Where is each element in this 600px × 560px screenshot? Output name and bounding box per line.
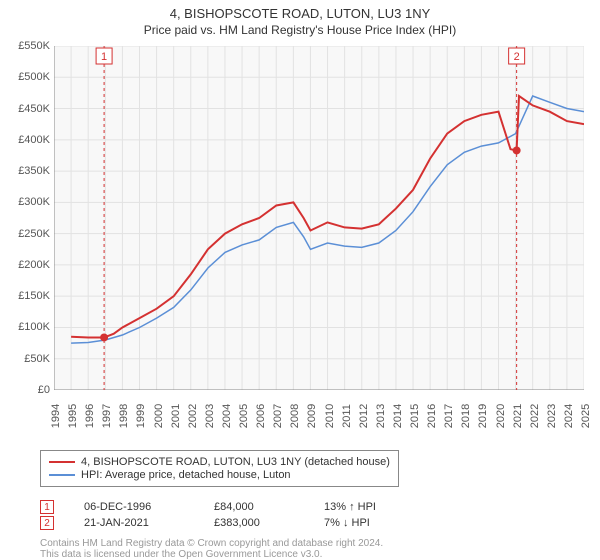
x-tick-label: 1997 <box>101 404 113 428</box>
legend-swatch <box>49 461 75 463</box>
x-axis: 1994199519961997199819992000200120022003… <box>54 392 584 452</box>
x-tick-label: 2022 <box>529 404 541 428</box>
y-tick-label: £450K <box>18 103 50 115</box>
marker-price: £383,000 <box>214 517 294 529</box>
y-tick-label: £100K <box>18 321 50 333</box>
x-tick-label: 1994 <box>50 404 62 428</box>
x-tick-label: 2023 <box>546 404 558 428</box>
x-tick-label: 1996 <box>84 404 96 428</box>
x-tick-label: 2015 <box>409 404 421 428</box>
chart-title-block: 4, BISHOPSCOTE ROAD, LUTON, LU3 1NY Pric… <box>0 0 600 39</box>
chart-subtitle: Price paid vs. HM Land Registry's House … <box>0 23 600 37</box>
chart-title: 4, BISHOPSCOTE ROAD, LUTON, LU3 1NY <box>0 6 600 21</box>
y-tick-label: £0 <box>38 384 50 396</box>
x-tick-label: 2004 <box>221 404 233 428</box>
x-tick-label: 2020 <box>495 404 507 428</box>
x-tick-label: 2017 <box>443 404 455 428</box>
y-tick-label: £550K <box>18 40 50 52</box>
y-tick-label: £400K <box>18 134 50 146</box>
x-tick-label: 2025 <box>580 404 592 428</box>
legend: 4, BISHOPSCOTE ROAD, LUTON, LU3 1NY (det… <box>40 450 399 487</box>
x-tick-label: 2010 <box>324 404 336 428</box>
marker-row: 1 06-DEC-1996 £84,000 13% ↑ HPI <box>40 500 376 514</box>
marker-delta: 7% ↓ HPI <box>324 517 370 529</box>
price-vs-hpi-chart: 4, BISHOPSCOTE ROAD, LUTON, LU3 1NY Pric… <box>0 0 600 560</box>
x-tick-label: 1995 <box>67 404 79 428</box>
x-tick-label: 2001 <box>170 404 182 428</box>
x-tick-label: 2009 <box>306 404 318 428</box>
marker-date: 21-JAN-2021 <box>84 517 184 529</box>
footer-attribution: Contains HM Land Registry data © Crown c… <box>40 538 383 560</box>
y-tick-label: £300K <box>18 196 50 208</box>
legend-label: HPI: Average price, detached house, Luto… <box>81 469 291 481</box>
x-tick-label: 2000 <box>153 404 165 428</box>
x-tick-label: 2018 <box>460 404 472 428</box>
x-tick-label: 2003 <box>204 404 216 428</box>
x-tick-label: 2008 <box>289 404 301 428</box>
legend-label: 4, BISHOPSCOTE ROAD, LUTON, LU3 1NY (det… <box>81 456 390 468</box>
y-tick-label: £500K <box>18 71 50 83</box>
x-tick-label: 2021 <box>512 404 524 428</box>
legend-swatch <box>49 474 75 476</box>
x-tick-label: 2012 <box>358 404 370 428</box>
x-tick-label: 2024 <box>563 404 575 428</box>
y-tick-label: £200K <box>18 259 50 271</box>
y-tick-label: £350K <box>18 165 50 177</box>
y-tick-label: £250K <box>18 228 50 240</box>
y-axis: £0£50K£100K£150K£200K£250K£300K£350K£400… <box>0 46 54 390</box>
x-tick-label: 2006 <box>255 404 267 428</box>
x-tick-label: 2002 <box>187 404 199 428</box>
marker-index-box: 2 <box>40 516 54 530</box>
marker-table: 1 06-DEC-1996 £84,000 13% ↑ HPI 2 21-JAN-2021… <box>40 498 376 532</box>
marker-row: 2 21-JAN-2021 £383,000 7% ↓ HPI <box>40 516 376 530</box>
svg-text:2: 2 <box>514 51 520 63</box>
chart-svg: 12 <box>54 46 584 390</box>
x-tick-label: 2016 <box>426 404 438 428</box>
x-tick-label: 2019 <box>477 404 489 428</box>
marker-index-box: 1 <box>40 500 54 514</box>
x-tick-label: 2011 <box>341 404 353 428</box>
plot-area: 12 <box>54 46 584 390</box>
svg-text:1: 1 <box>101 51 107 63</box>
y-tick-label: £150K <box>18 290 50 302</box>
legend-row: HPI: Average price, detached house, Luto… <box>49 469 390 481</box>
x-tick-label: 2014 <box>392 404 404 428</box>
x-tick-label: 2007 <box>272 404 284 428</box>
x-tick-label: 2013 <box>375 404 387 428</box>
x-tick-label: 1999 <box>135 404 147 428</box>
marker-date: 06-DEC-1996 <box>84 501 184 513</box>
marker-price: £84,000 <box>214 501 294 513</box>
x-tick-label: 2005 <box>238 404 250 428</box>
x-tick-label: 1998 <box>118 404 130 428</box>
legend-row: 4, BISHOPSCOTE ROAD, LUTON, LU3 1NY (det… <box>49 456 390 468</box>
marker-delta: 13% ↑ HPI <box>324 501 376 513</box>
y-tick-label: £50K <box>24 353 50 365</box>
